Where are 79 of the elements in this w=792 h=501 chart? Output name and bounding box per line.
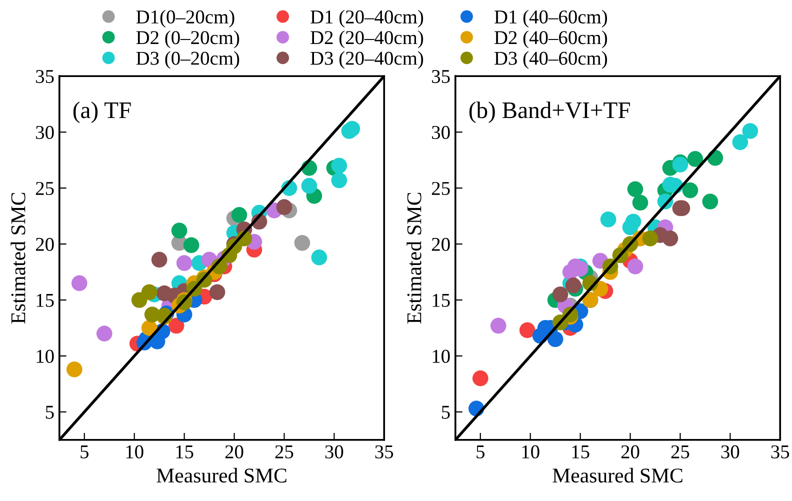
- y-tick-label: 5: [46, 406, 54, 419]
- x-tick-label: 20: [621, 445, 640, 458]
- point: [662, 230, 678, 246]
- x-tick-label: 30: [325, 445, 344, 458]
- point: [519, 322, 536, 338]
- y-tick-label: 25: [432, 182, 450, 196]
- legend-label: D2 (20–40cm): [310, 30, 424, 48]
- y-tick-label: 30: [432, 126, 450, 140]
- x-tick-label: 35: [771, 445, 790, 458]
- y-tick-label: 20: [432, 238, 450, 251]
- y-tick-label: 25: [36, 182, 54, 196]
- y-tick-label: 10: [36, 350, 54, 363]
- point: [331, 172, 348, 188]
- point: [547, 331, 564, 348]
- point: [151, 252, 168, 268]
- point: [732, 134, 748, 150]
- y-tick-label: 35: [432, 70, 450, 84]
- x-tick-label: 5: [80, 446, 88, 458]
- legend-label: D1 (40–60cm): [494, 10, 608, 28]
- point: [231, 207, 248, 223]
- x-tick-label: 15: [572, 445, 590, 458]
- legend-label: D3 (20–40cm): [310, 51, 424, 69]
- point: [176, 255, 192, 271]
- y-axis-title: Estimated SMC: [10, 192, 26, 324]
- point: [687, 151, 704, 167]
- point: [625, 214, 642, 230]
- legend-label: D2 (0–20cm): [136, 30, 240, 48]
- point: [702, 194, 718, 210]
- y-tick-label: 20: [36, 238, 54, 251]
- point: [168, 318, 184, 334]
- point: [331, 158, 348, 174]
- x-tick-label: 35: [375, 445, 394, 458]
- y-tick-label: 15: [36, 294, 54, 307]
- point: [294, 234, 310, 251]
- point: [472, 370, 488, 386]
- x-axis-title: Measured SMC: [552, 468, 682, 483]
- point: [642, 230, 658, 246]
- y-tick-label: 35: [36, 70, 54, 84]
- legend-label: D3 (40–60cm): [494, 51, 608, 69]
- x-tick-label: 25: [275, 445, 294, 458]
- point: [311, 250, 328, 266]
- point: [344, 120, 360, 137]
- point: [627, 181, 644, 198]
- point: [552, 286, 568, 302]
- legend-label: D1(0–20cm): [136, 10, 234, 28]
- x-tick-label: 10: [522, 445, 540, 458]
- point: [600, 211, 616, 228]
- x-tick-label: 15: [176, 445, 194, 458]
- point: [66, 361, 82, 378]
- point: [141, 284, 158, 300]
- legend-label: D1 (20–40cm): [310, 10, 424, 28]
- point: [209, 284, 226, 300]
- point: [71, 275, 88, 292]
- legend-label: D2 (40–60cm): [494, 30, 608, 48]
- y-tick-label: 30: [36, 126, 54, 140]
- x-tick-label: 10: [126, 445, 144, 458]
- x-axis-title: Measured SMC: [156, 468, 286, 483]
- point: [565, 278, 582, 294]
- point: [96, 326, 112, 342]
- y-axis-title: Estimated SMC: [406, 192, 422, 324]
- x-tick-label: 30: [721, 445, 740, 458]
- text: (b) Band+VI+TF: [469, 102, 630, 124]
- point: [682, 182, 698, 198]
- point: [490, 318, 506, 334]
- text: (a) TF: [73, 102, 131, 124]
- y-tick-label: 5: [442, 406, 450, 419]
- x-tick-label: 20: [225, 445, 244, 458]
- point: [632, 194, 648, 211]
- y-tick-label: 10: [432, 350, 450, 363]
- point: [183, 237, 200, 254]
- point: [742, 123, 758, 139]
- y-tick-label: 15: [432, 294, 450, 307]
- point: [301, 178, 318, 194]
- x-tick-label: 5: [476, 446, 484, 458]
- point: [171, 222, 188, 239]
- point: [276, 199, 292, 216]
- point: [627, 258, 644, 274]
- x-tick-label: 25: [671, 445, 690, 458]
- legend-label: D3 (0–20cm): [136, 51, 240, 69]
